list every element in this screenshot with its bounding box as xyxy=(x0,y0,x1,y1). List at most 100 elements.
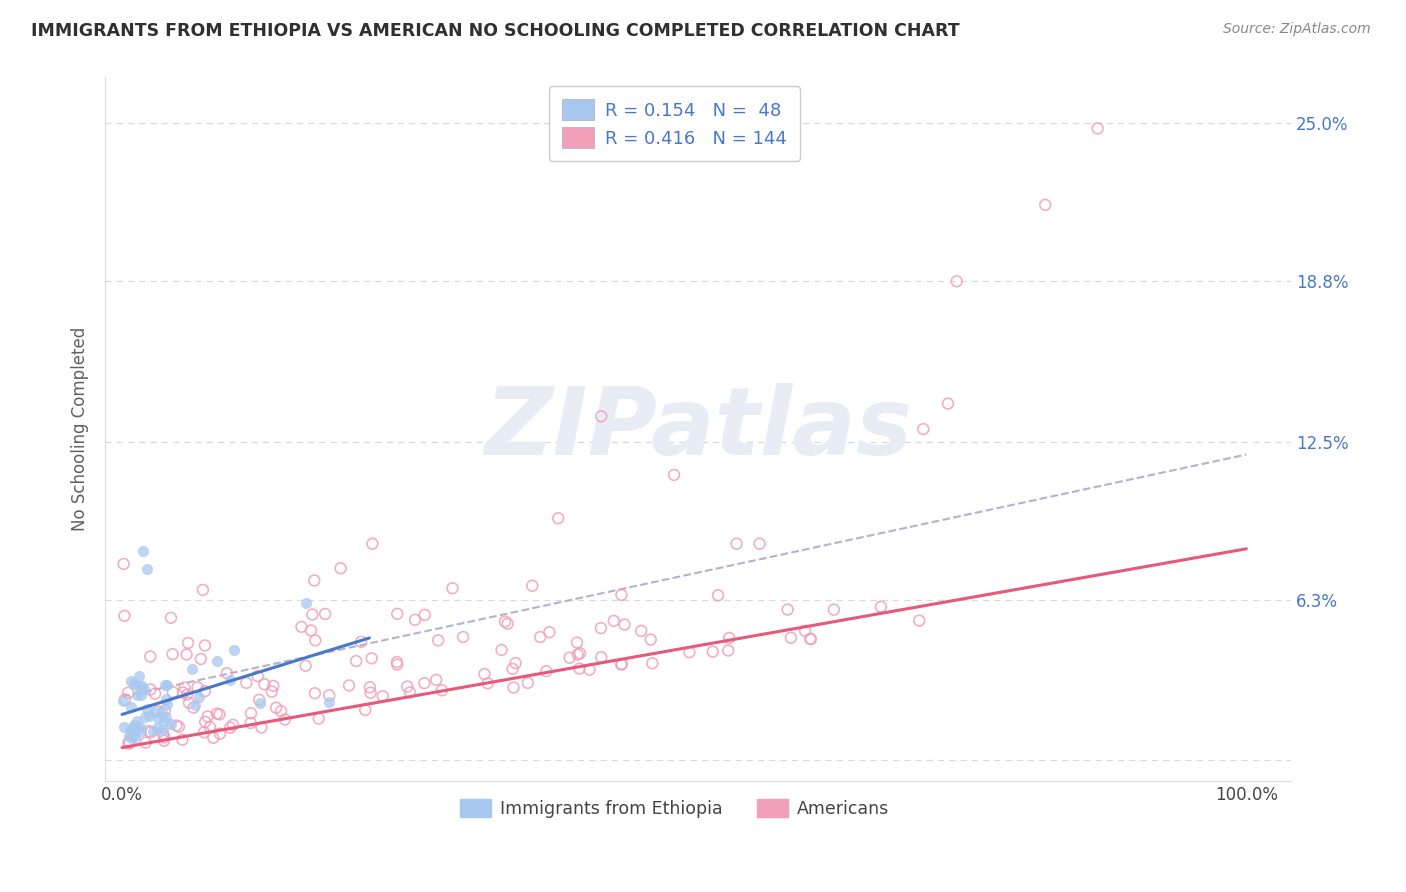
Point xyxy=(135,735,157,749)
Point xyxy=(870,599,893,614)
Point xyxy=(702,644,724,658)
Point xyxy=(936,396,959,410)
Point xyxy=(138,724,160,739)
Point xyxy=(249,696,271,710)
Point xyxy=(194,639,217,653)
Point xyxy=(156,697,179,711)
Point xyxy=(451,630,474,644)
Point xyxy=(477,676,499,690)
Point xyxy=(139,649,162,664)
Point xyxy=(260,684,283,698)
Point xyxy=(153,704,176,718)
Point xyxy=(129,721,152,735)
Point xyxy=(177,696,200,710)
Point xyxy=(945,274,967,288)
Point xyxy=(717,643,740,657)
Point xyxy=(578,663,600,677)
Point xyxy=(567,648,589,662)
Legend: Immigrants from Ethiopia, Americans: Immigrants from Ethiopia, Americans xyxy=(453,792,896,825)
Point xyxy=(413,607,436,622)
Point xyxy=(146,711,169,725)
Point xyxy=(219,673,242,687)
Point xyxy=(361,537,384,551)
Point xyxy=(404,613,426,627)
Point xyxy=(114,692,136,706)
Point xyxy=(173,681,195,695)
Point xyxy=(522,579,544,593)
Point xyxy=(160,611,183,625)
Point xyxy=(491,643,513,657)
Point xyxy=(908,614,931,628)
Point xyxy=(112,557,135,571)
Point xyxy=(118,736,141,750)
Point xyxy=(264,700,287,714)
Point xyxy=(641,657,664,671)
Point xyxy=(344,654,367,668)
Point xyxy=(122,676,145,690)
Point xyxy=(430,683,453,698)
Point xyxy=(224,643,246,657)
Point xyxy=(603,614,626,628)
Point xyxy=(190,652,212,666)
Point xyxy=(1087,121,1109,136)
Point xyxy=(425,673,447,687)
Point xyxy=(153,733,176,747)
Point xyxy=(134,682,156,697)
Point xyxy=(610,657,633,672)
Point xyxy=(172,685,194,699)
Point xyxy=(153,731,176,745)
Point xyxy=(610,588,633,602)
Point xyxy=(194,714,217,729)
Point xyxy=(299,624,322,638)
Text: Source: ZipAtlas.com: Source: ZipAtlas.com xyxy=(1223,22,1371,37)
Point xyxy=(505,656,527,670)
Point xyxy=(385,655,408,669)
Y-axis label: No Schooling Completed: No Schooling Completed xyxy=(72,327,89,531)
Point xyxy=(146,705,169,719)
Point xyxy=(262,679,284,693)
Point xyxy=(120,699,142,714)
Point xyxy=(748,537,770,551)
Point xyxy=(118,729,141,743)
Point xyxy=(114,608,136,623)
Point xyxy=(197,709,219,723)
Point xyxy=(707,588,730,602)
Point xyxy=(912,422,935,436)
Point xyxy=(122,727,145,741)
Point xyxy=(138,709,160,723)
Text: ZIPatlas: ZIPatlas xyxy=(484,383,912,475)
Point xyxy=(128,679,150,693)
Point xyxy=(143,705,166,719)
Point xyxy=(387,657,409,672)
Point xyxy=(183,700,205,714)
Point xyxy=(165,718,187,732)
Point xyxy=(474,667,496,681)
Point xyxy=(360,651,382,665)
Point xyxy=(240,706,263,721)
Point xyxy=(371,689,394,703)
Point xyxy=(117,686,139,700)
Point xyxy=(496,616,519,631)
Point xyxy=(502,681,524,695)
Point xyxy=(176,688,198,702)
Point xyxy=(780,631,803,645)
Point xyxy=(122,717,145,731)
Point xyxy=(304,574,326,588)
Point xyxy=(529,630,551,644)
Point xyxy=(565,635,588,649)
Point xyxy=(427,633,450,648)
Point xyxy=(208,707,231,722)
Point xyxy=(294,658,316,673)
Point xyxy=(538,625,561,640)
Point xyxy=(124,730,146,744)
Point xyxy=(354,703,377,717)
Point xyxy=(194,684,217,698)
Point xyxy=(142,724,165,739)
Point xyxy=(350,634,373,648)
Point xyxy=(152,723,174,737)
Point xyxy=(239,716,262,731)
Point xyxy=(146,721,169,735)
Point xyxy=(502,662,524,676)
Text: IMMIGRANTS FROM ETHIOPIA VS AMERICAN NO SCHOOLING COMPLETED CORRELATION CHART: IMMIGRANTS FROM ETHIOPIA VS AMERICAN NO … xyxy=(31,22,959,40)
Point xyxy=(208,727,231,741)
